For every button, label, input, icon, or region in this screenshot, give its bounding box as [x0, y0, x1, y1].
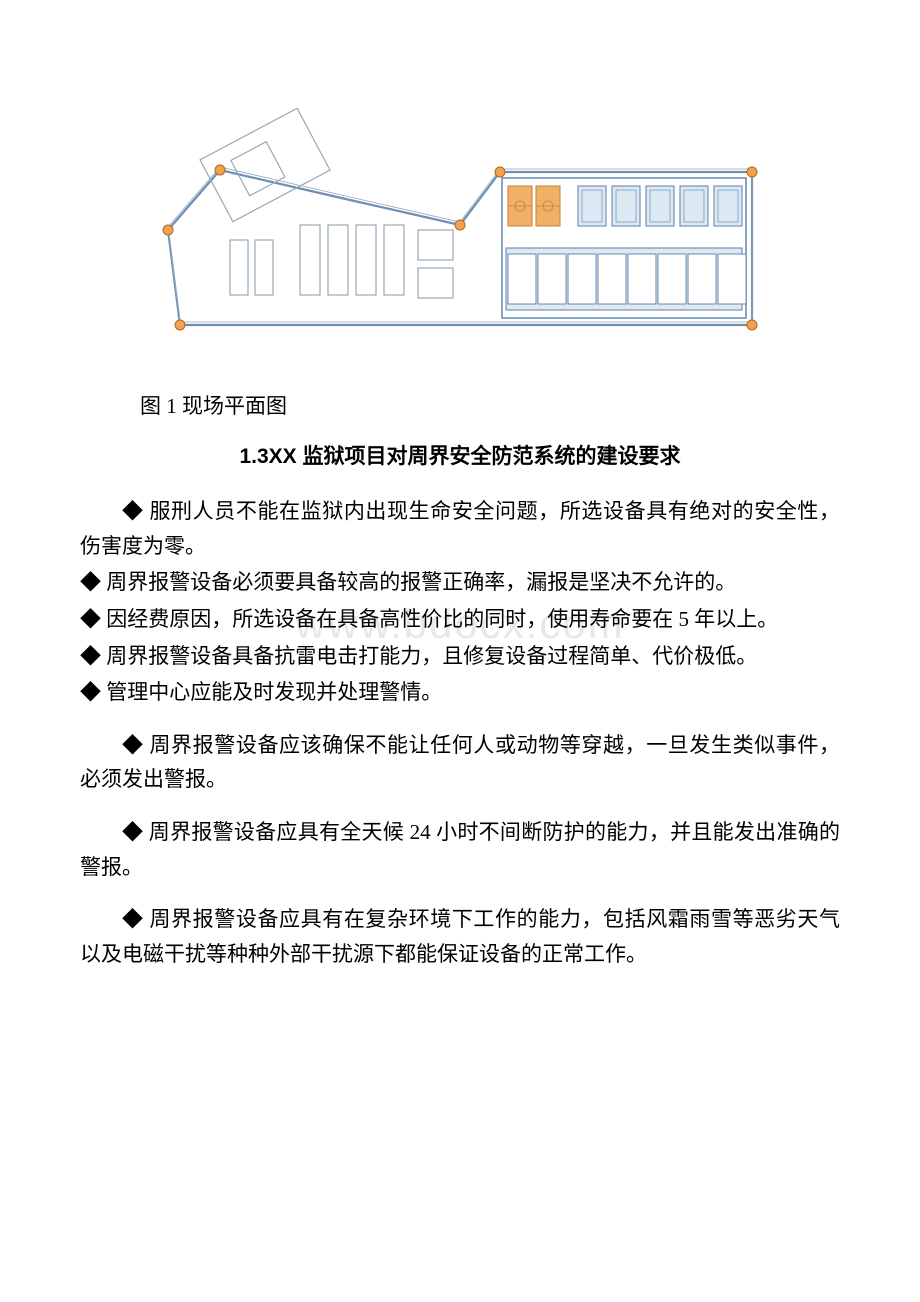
bullet-item: ◆ 因经费原因，所选设备在具备高性价比的同时，使用寿命要在 5 年以上。 — [80, 602, 840, 637]
figure-caption: 图 1 现场平面图 — [140, 390, 840, 420]
bullet-item: ◆ 管理中心应能及时发现并处理警情。 — [80, 675, 840, 710]
bullet-item: ◆ 周界报警设备具备抗雷电击打能力，且修复设备过程简单、代价极低。 — [80, 639, 840, 674]
bullet-item: ◆ 周界报警设备必须要具备较高的报警正确率，漏报是坚决不允许的。 — [80, 565, 840, 600]
bullet-item: ◆ 服刑人员不能在监狱内出现生命安全问题，所选设备具有绝对的安全性，伤害度为零。 — [80, 494, 840, 563]
site-plan-diagram — [150, 100, 770, 360]
bullet-item: ◆ 周界报警设备应具有全天候 24 小时不间断防护的能力，并且能发出准确的警报。 — [80, 815, 840, 884]
bullet-item: ◆ 周界报警设备应具有在复杂环境下工作的能力，包括风霜雨雪等恶劣天气以及电磁干扰… — [80, 902, 840, 971]
bullet-item: ◆ 周界报警设备应该确保不能让任何人或动物等穿越，一旦发生类似事件，必须发出警报… — [80, 728, 840, 797]
section-heading: 1.3XX 监狱项目对周界安全防范系统的建设要求 — [80, 440, 840, 470]
requirements-list: ◆ 服刑人员不能在监狱内出现生命安全问题，所选设备具有绝对的安全性，伤害度为零。… — [80, 494, 840, 972]
